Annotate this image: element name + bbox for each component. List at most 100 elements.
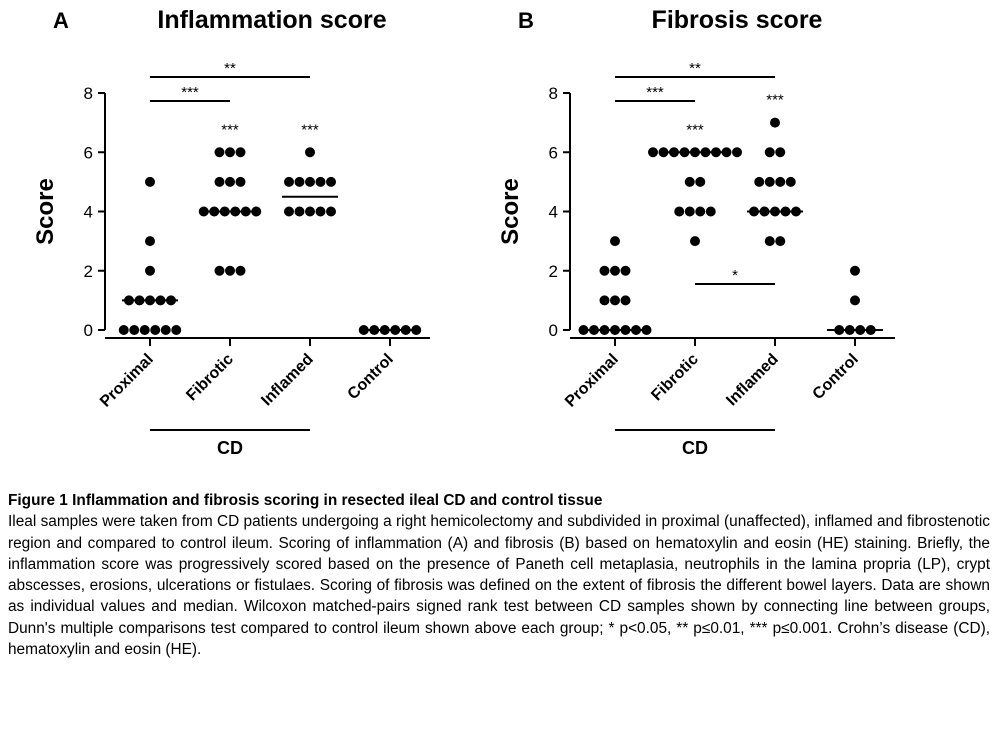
caption-title: Figure 1 Inflammation and fibrosis scori… (8, 492, 603, 509)
data-point (305, 147, 315, 158)
data-point (315, 176, 326, 187)
panel-label: A (53, 8, 69, 33)
data-point (150, 325, 161, 335)
data-point (214, 147, 225, 158)
data-point (690, 236, 700, 247)
bracket-label: ** (224, 60, 236, 77)
x-tick-label: Fibrotic (648, 351, 702, 405)
data-point (599, 295, 610, 306)
data-point (294, 206, 305, 217)
data-point (235, 265, 246, 276)
x-tick-label: Inflamed (258, 351, 317, 410)
data-point (850, 265, 860, 276)
data-point (225, 265, 235, 276)
data-point (305, 206, 315, 217)
data-point (764, 236, 775, 247)
data-point (775, 176, 786, 187)
y-axis-label: Score (32, 178, 59, 245)
data-point (770, 117, 780, 128)
y-tick-label: 8 (549, 84, 558, 103)
data-point (599, 265, 610, 276)
data-point (775, 147, 786, 158)
data-point (225, 147, 235, 158)
data-point (610, 236, 620, 247)
data-point (139, 325, 150, 335)
data-point (620, 295, 631, 306)
data-point (721, 147, 732, 158)
panel-label: B (518, 8, 534, 33)
data-point (225, 176, 235, 187)
data-point (235, 147, 246, 158)
caption: Figure 1 Inflammation and fibrosis scori… (8, 490, 990, 660)
x-tick-label: Proximal (562, 351, 622, 411)
significance-mark: *** (221, 121, 239, 138)
caption-text: Ileal samples were taken from CD patient… (8, 513, 990, 659)
data-point (326, 176, 336, 187)
data-point (850, 295, 860, 306)
y-tick-label: 2 (549, 262, 558, 281)
data-point (214, 176, 225, 187)
data-point (695, 206, 706, 217)
figure: A Inflammation score Score 0 2 4 6 8 Proximal Fib… (32, 6, 895, 458)
data-point (235, 176, 246, 187)
data-point (294, 176, 305, 187)
data-point (648, 147, 658, 158)
group-label: CD (217, 438, 243, 458)
data-point (160, 325, 171, 335)
y-tick-label: 2 (84, 262, 93, 281)
bracket-label: ** (689, 60, 701, 77)
data-point (610, 295, 620, 306)
data-point (284, 176, 294, 187)
data-point (610, 265, 620, 276)
data-point (305, 176, 315, 187)
significance-mark: *** (766, 92, 784, 109)
data-point (732, 147, 742, 158)
data-point (695, 176, 706, 187)
data-point (171, 325, 182, 335)
bracket-label: *** (181, 84, 199, 101)
x-tick-label: Control (345, 351, 397, 403)
x-tick-label: Control (810, 351, 862, 403)
y-tick-label: 0 (84, 321, 93, 340)
data-point (754, 176, 765, 187)
group-label: CD (682, 438, 708, 458)
x-tick-label: Proximal (97, 351, 157, 411)
y-axis-label: Score (497, 178, 524, 245)
data-point (145, 265, 155, 276)
y-tick-label: 4 (84, 203, 93, 222)
significance-mark: *** (686, 121, 704, 138)
data-point (684, 206, 695, 217)
bracket-label: *** (646, 84, 664, 101)
data-point (658, 147, 669, 158)
data-point (705, 206, 716, 217)
significance-mark: *** (301, 121, 319, 138)
data-point (578, 325, 589, 335)
y-tick-label: 4 (549, 203, 558, 222)
data-point (775, 236, 786, 247)
y-tick-label: 8 (84, 84, 93, 103)
data-point (315, 206, 326, 217)
data-point (326, 206, 336, 217)
y-tick-label: 6 (84, 143, 93, 162)
data-point (145, 236, 155, 247)
data-point (620, 265, 631, 276)
data-point (145, 176, 155, 187)
chart-title: Fibrosis score (652, 6, 823, 34)
y-tick-label: 6 (549, 143, 558, 162)
data-point (129, 325, 140, 335)
bracket-label: * (732, 267, 738, 284)
data-point (785, 176, 796, 187)
data-point (764, 176, 775, 187)
data-point (764, 147, 775, 158)
data-point (684, 176, 695, 187)
x-tick-label: Fibrotic (183, 351, 237, 405)
y-tick-label: 0 (549, 321, 558, 340)
chart-title: Inflammation score (157, 6, 386, 34)
x-tick-label: Inflamed (723, 351, 782, 410)
data-point (214, 265, 225, 276)
data-point (674, 206, 685, 217)
data-point (641, 325, 652, 335)
data-point (118, 325, 129, 335)
data-point (284, 206, 294, 217)
